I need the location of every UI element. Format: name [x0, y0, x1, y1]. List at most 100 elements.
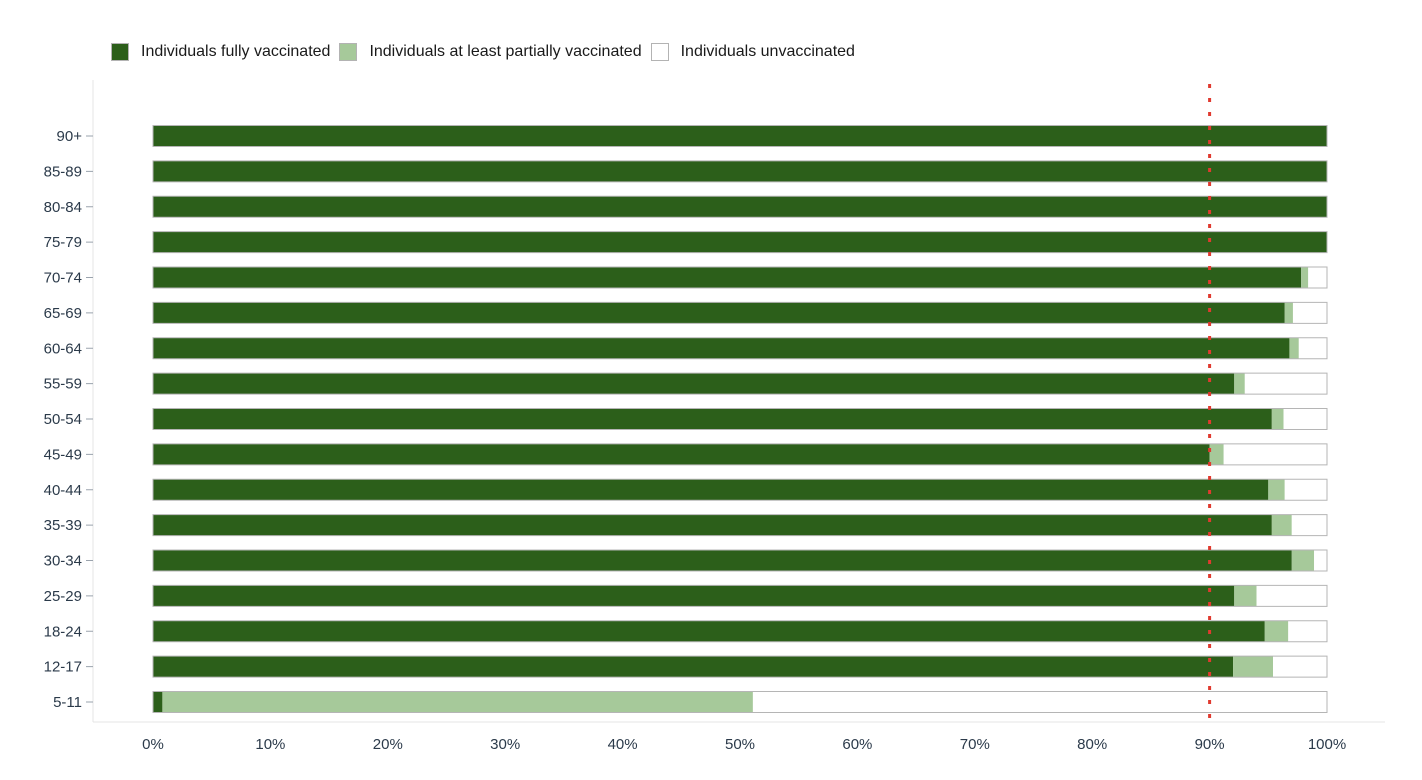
legend-label-fully-vaccinated: Individuals fully vaccinated [141, 43, 331, 60]
x-tick-label: 50% [725, 736, 755, 753]
x-tick-label: 40% [608, 736, 638, 753]
legend-item-partially-vaccinated[interactable]: Individuals at least partially vaccinate… [339, 43, 642, 61]
bar-60-64-individuals-unvaccinated [1298, 337, 1327, 359]
legend-label-partially-vaccinated: Individuals at least partially vaccinate… [369, 43, 642, 60]
bar-12-17-individuals-unvaccinated [1272, 656, 1327, 678]
bar-55-59-individuals-unvaccinated [1244, 373, 1327, 395]
bar-75-79-individuals-fully-vaccinated [153, 231, 1327, 253]
bar-outline-70-74 [152, 266, 1328, 289]
bar-85-89-individuals-fully-vaccinated [153, 160, 1327, 182]
bar-outline-60-64 [152, 337, 1328, 360]
axis-lines [92, 80, 1385, 723]
bar-outline-25-29 [152, 584, 1328, 607]
x-tick-label: 70% [960, 736, 990, 753]
x-axis: 0% 10% 20% 30% 40% 50% 60% 70% 80% 90% 100% [142, 736, 1346, 753]
bar-65-69-individuals-at-least-partially-vaccinated [1284, 302, 1293, 324]
bar-40-44-individuals-at-least-partially-vaccinated [1268, 479, 1285, 501]
x-tick-label: 10% [255, 736, 285, 753]
bar-70-74-individuals-at-least-partially-vaccinated [1301, 267, 1309, 288]
bar-35-39-individuals-unvaccinated [1291, 514, 1327, 536]
y-tick-label: 70-74 [44, 270, 82, 287]
bar-40-44-individuals-unvaccinated [1284, 479, 1327, 501]
bar-outline-12-17 [152, 655, 1328, 678]
bar-outline-65-69 [152, 301, 1328, 324]
bar-70-74-individuals-fully-vaccinated [153, 267, 1302, 288]
bar-45-49-individuals-fully-vaccinated [153, 443, 1210, 465]
bar-25-29-individuals-at-least-partially-vaccinated [1234, 585, 1257, 607]
bar-outline-55-59 [152, 372, 1328, 395]
bar-12-17-individuals-fully-vaccinated [153, 656, 1234, 678]
legend-swatch-unvaccinated [650, 43, 669, 61]
legend-label-unvaccinated: Individuals unvaccinated [680, 43, 855, 60]
bar-outline-45-49 [152, 443, 1328, 466]
bar-50-54-individuals-at-least-partially-vaccinated [1271, 408, 1284, 430]
bar-outline-85-89 [152, 160, 1328, 183]
bar-18-24-individuals-at-least-partially-vaccinated [1264, 620, 1289, 642]
bar-18-24-individuals-fully-vaccinated [153, 620, 1265, 642]
y-axis: 90+ 85-89 80-84 75-79 70-74 65-69 60-64 55-59 50… [44, 128, 93, 711]
bar-45-49-individuals-unvaccinated [1223, 443, 1327, 465]
x-tick-label: 80% [1077, 736, 1107, 753]
bars [152, 125, 1328, 713]
bar-35-39-individuals-at-least-partially-vaccinated [1271, 514, 1292, 536]
x-tick-label: 90% [1195, 736, 1225, 753]
y-tick-label: 75-79 [44, 234, 82, 251]
bar-60-64-individuals-fully-vaccinated [153, 337, 1290, 359]
y-tick-label: 85-89 [44, 163, 82, 180]
bar-30-34-individuals-unvaccinated [1314, 550, 1327, 571]
y-tick-label: 35-39 [44, 517, 82, 534]
bar-5-11-individuals-unvaccinated [752, 691, 1327, 713]
x-tick-label: 60% [842, 736, 872, 753]
y-tick-label: 65-69 [44, 305, 82, 322]
bar-5-11-individuals-at-least-partially-vaccinated [162, 691, 753, 713]
y-tick-label: 40-44 [44, 482, 82, 499]
y-tick-label: 25-29 [44, 588, 82, 605]
bar-30-34-individuals-fully-vaccinated [153, 550, 1292, 571]
legend-item-unvaccinated[interactable]: Individuals unvaccinated [650, 43, 855, 61]
bar-90-individuals-fully-vaccinated [153, 125, 1327, 147]
y-tick-label: 60-64 [44, 340, 82, 357]
bar-outline-75-79 [152, 231, 1328, 254]
y-tick-label: 45-49 [44, 446, 82, 463]
bar-35-39-individuals-fully-vaccinated [153, 514, 1272, 536]
bar-45-49-individuals-at-least-partially-vaccinated [1209, 443, 1224, 465]
bar-25-29-individuals-unvaccinated [1256, 585, 1327, 607]
bar-25-29-individuals-fully-vaccinated [153, 585, 1235, 607]
bar-outline-30-34 [152, 549, 1328, 572]
legend-item-fully-vaccinated[interactable]: Individuals fully vaccinated [111, 43, 330, 61]
bar-65-69-individuals-unvaccinated [1292, 302, 1327, 324]
y-tick-label: 55-59 [44, 376, 82, 393]
x-tick-label: 20% [373, 736, 403, 753]
bar-outline-35-39 [152, 514, 1328, 537]
x-tick-label: 100% [1308, 736, 1346, 753]
bar-55-59-individuals-at-least-partially-vaccinated [1234, 373, 1245, 395]
y-tick-label: 5-11 [53, 694, 82, 711]
bar-80-84-individuals-fully-vaccinated [153, 196, 1327, 218]
bar-50-54-individuals-fully-vaccinated [153, 408, 1272, 430]
y-tick-label: 18-24 [44, 623, 82, 640]
bar-55-59-individuals-fully-vaccinated [153, 373, 1235, 395]
bar-40-44-individuals-fully-vaccinated [153, 479, 1269, 501]
bar-outline-40-44 [152, 478, 1328, 501]
bar-outline-18-24 [152, 620, 1328, 643]
y-tick-label: 80-84 [44, 199, 82, 216]
legend-swatch-partially-vaccinated [339, 43, 358, 61]
bar-outline-80-84 [152, 195, 1328, 218]
y-tick-label: 50-54 [44, 411, 82, 428]
bar-12-17-individuals-at-least-partially-vaccinated [1233, 656, 1273, 678]
bar-50-54-individuals-unvaccinated [1283, 408, 1327, 430]
bar-65-69-individuals-fully-vaccinated [153, 302, 1285, 324]
x-tick-label: 0% [142, 736, 164, 753]
bar-30-34-individuals-at-least-partially-vaccinated [1291, 550, 1315, 571]
bar-outline-90 [152, 125, 1328, 147]
bar-outline-5-11 [152, 691, 1328, 713]
bar-18-24-individuals-unvaccinated [1288, 620, 1327, 642]
bar-5-11-individuals-fully-vaccinated [153, 691, 163, 713]
legend-swatch-fully-vaccinated [111, 43, 129, 61]
x-tick-label: 30% [490, 736, 520, 753]
y-tick-label: 12-17 [44, 659, 82, 676]
legend: Individuals fully vaccinated Individuals… [111, 42, 864, 62]
y-tick-label: 90+ [57, 128, 83, 145]
bar-70-74-individuals-unvaccinated [1308, 267, 1327, 288]
